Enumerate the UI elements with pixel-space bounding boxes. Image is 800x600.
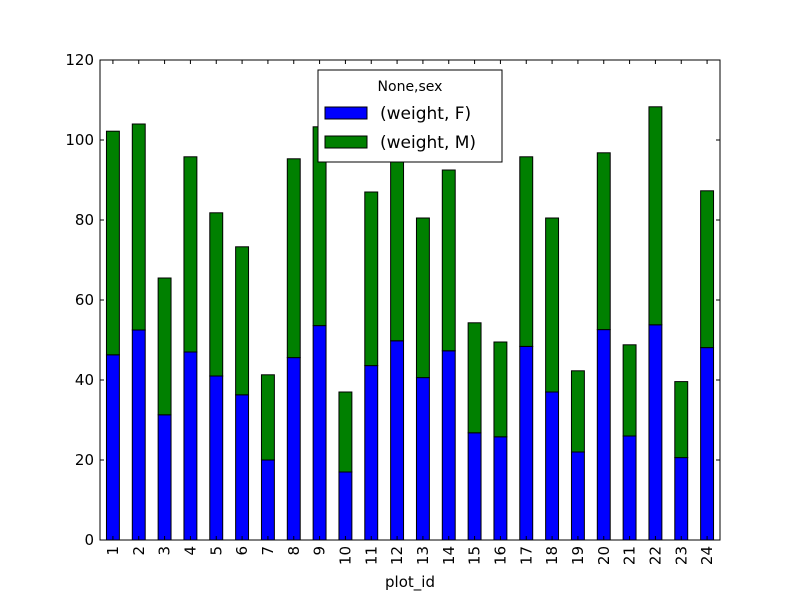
bar-segment-female-9 (312, 325, 327, 541)
bar-segment-female-4 (183, 351, 198, 541)
x-tick-label: 24 (698, 546, 716, 565)
bar-segment-male-10 (338, 391, 353, 473)
bar-segment-male-1 (105, 130, 120, 356)
y-tick-label: 100 (65, 131, 94, 149)
bar-segment-male-18 (545, 217, 560, 393)
x-tick-label: 13 (414, 546, 432, 565)
x-tick-label: 4 (181, 546, 199, 556)
bar-segment-male-20 (596, 152, 611, 331)
y-tick-label: 40 (75, 371, 94, 389)
x-tick-label: 5 (207, 546, 225, 556)
bar-segment-female-19 (570, 451, 585, 541)
bar-segment-female-11 (364, 365, 379, 541)
bar-segment-male-12 (390, 155, 405, 342)
bar-segment-female-2 (131, 329, 146, 541)
legend-swatch-male (324, 135, 368, 149)
bar-segment-female-8 (286, 357, 301, 541)
bar-segment-female-23 (674, 457, 689, 541)
x-tick-label: 7 (259, 546, 277, 556)
x-tick-label: 16 (491, 546, 509, 565)
x-tick-label: 11 (362, 546, 380, 565)
bar-segment-female-10 (338, 471, 353, 541)
x-tick-label: 3 (156, 546, 174, 556)
bar-segment-male-15 (467, 322, 482, 434)
bar-segment-male-11 (364, 191, 379, 367)
y-axis: 0 20 40 60 80 100 120 (65, 51, 720, 549)
bar-segment-male-17 (519, 156, 534, 347)
y-tick-label: 0 (84, 531, 94, 549)
bar-segment-male-22 (648, 106, 663, 326)
x-tick-label: 19 (569, 546, 587, 565)
y-tick-label: 20 (75, 451, 94, 469)
x-axis-label: plot_id (385, 573, 435, 592)
legend-label-female: (weight, F) (380, 104, 471, 124)
bar-segment-female-18 (545, 391, 560, 541)
x-tick-label: 10 (336, 546, 354, 565)
legend-swatch-female (324, 106, 368, 120)
legend-label-male: (weight, M) (380, 133, 476, 153)
x-axis: 1 2 3 4 5 6 7 8 9 10 11 12 13 14 15 16 17 18 19 20 21 22 23 24 (104, 60, 716, 565)
x-tick-label: 21 (621, 546, 639, 565)
bar-segment-female-5 (209, 375, 224, 541)
x-tick-label: 2 (130, 546, 148, 556)
bar-segment-female-3 (157, 414, 172, 541)
bar-segment-female-12 (390, 340, 405, 541)
bar-segment-male-4 (183, 156, 198, 353)
bar-segment-male-8 (286, 158, 301, 359)
x-tick-label: 14 (440, 546, 458, 565)
y-tick-label: 80 (75, 211, 94, 229)
x-tick-label: 22 (646, 546, 664, 565)
bar-segment-female-21 (622, 435, 637, 541)
bar-segment-male-14 (441, 169, 456, 352)
x-tick-label: 18 (543, 546, 561, 565)
bar-segment-female-20 (596, 329, 611, 541)
y-tick-label: 60 (75, 291, 94, 309)
x-tick-label: 20 (595, 546, 613, 565)
x-tick-label: 15 (466, 546, 484, 565)
bars-group (105, 106, 715, 541)
x-tick-label: 23 (672, 546, 690, 565)
legend-title: None,sex (378, 79, 443, 95)
x-tick-label: 8 (285, 546, 303, 556)
x-tick-label: 6 (233, 546, 251, 556)
bar-segment-female-17 (519, 345, 534, 541)
bar-segment-female-15 (467, 432, 482, 541)
legend: None,sex (weight, F) (weight, M) (317, 69, 503, 163)
bar-segment-female-24 (700, 347, 715, 541)
bar-segment-male-6 (235, 246, 250, 396)
x-tick-label: 9 (311, 546, 329, 556)
bar-segment-female-1 (105, 354, 120, 541)
bar-segment-female-6 (235, 394, 250, 541)
bar-segment-male-13 (415, 217, 430, 379)
bar-segment-male-3 (157, 277, 172, 416)
bar-segment-female-13 (415, 377, 430, 541)
bar-segment-male-16 (493, 341, 508, 438)
bar-segment-male-23 (674, 381, 689, 459)
y-tick-label: 120 (65, 51, 94, 69)
bar-segment-male-19 (570, 370, 585, 453)
bar-segment-female-7 (260, 459, 275, 541)
bar-segment-female-14 (441, 350, 456, 541)
x-tick-label: 17 (517, 546, 535, 565)
x-tick-label: 1 (104, 546, 122, 556)
bar-segment-male-5 (209, 212, 224, 377)
bar-segment-male-2 (131, 123, 146, 331)
bar-segment-male-24 (700, 190, 715, 349)
x-tick-label: 12 (388, 546, 406, 565)
bar-segment-male-21 (622, 344, 637, 437)
bar-segment-male-7 (260, 374, 275, 461)
bar-segment-female-16 (493, 436, 508, 541)
bar-segment-female-22 (648, 324, 663, 541)
